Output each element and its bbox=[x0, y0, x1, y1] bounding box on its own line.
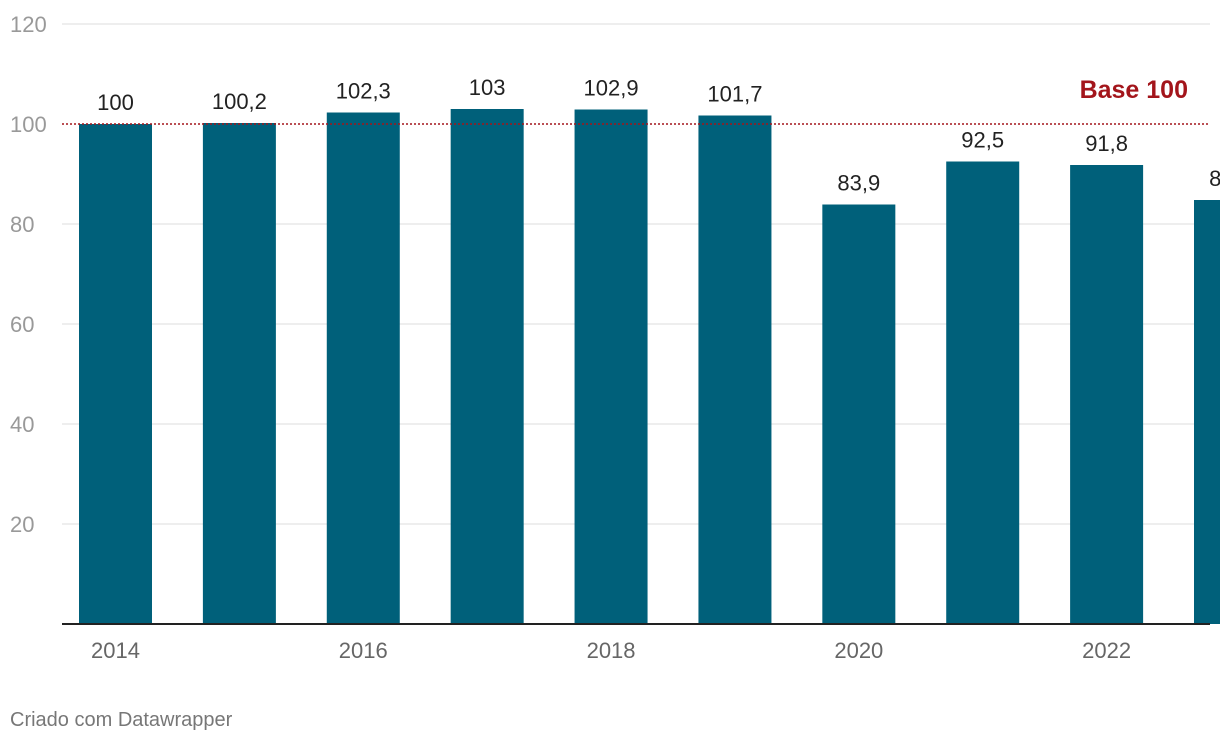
bar bbox=[1194, 200, 1220, 624]
value-label: 102,3 bbox=[336, 79, 391, 104]
x-tick-label: 2018 bbox=[587, 638, 636, 663]
value-label: 103 bbox=[469, 75, 506, 100]
x-tick-label: 2014 bbox=[91, 638, 140, 663]
value-label: 101,7 bbox=[707, 82, 762, 107]
y-tick-label: 60 bbox=[10, 312, 34, 337]
y-tick-label: 20 bbox=[10, 512, 34, 537]
bar-chart: 20 40 60 80 100 120 100 2014 100,2 102,3 2016 103 10… bbox=[10, 12, 1220, 663]
bar bbox=[574, 109, 648, 624]
value-label: 100,2 bbox=[212, 89, 267, 114]
value-label: 91,8 bbox=[1085, 131, 1128, 156]
bar bbox=[202, 123, 276, 624]
bar bbox=[698, 115, 772, 624]
y-tick-label: 100 bbox=[10, 112, 47, 137]
bar bbox=[79, 124, 152, 624]
x-tick-label: 2020 bbox=[834, 638, 883, 663]
value-label: 83,9 bbox=[837, 171, 880, 196]
x-tick-label: 2022 bbox=[1082, 638, 1131, 663]
bar bbox=[946, 161, 1020, 624]
y-tick-label: 40 bbox=[10, 412, 34, 437]
bar bbox=[822, 204, 896, 624]
value-label: 92,5 bbox=[961, 128, 1004, 153]
y-tick-label: 80 bbox=[10, 212, 34, 237]
footer-credit: Criado com Datawrapper bbox=[10, 709, 233, 731]
bar bbox=[450, 109, 524, 624]
reference-line-label: Base 100 bbox=[1080, 76, 1188, 104]
y-tick-label: 120 bbox=[10, 12, 47, 37]
value-label: 102,9 bbox=[584, 76, 639, 101]
x-tick-label: 2016 bbox=[339, 638, 388, 663]
bar bbox=[1070, 165, 1144, 624]
value-label: 84,8 bbox=[1209, 166, 1220, 191]
bar bbox=[326, 112, 400, 624]
value-label: 100 bbox=[97, 90, 134, 115]
